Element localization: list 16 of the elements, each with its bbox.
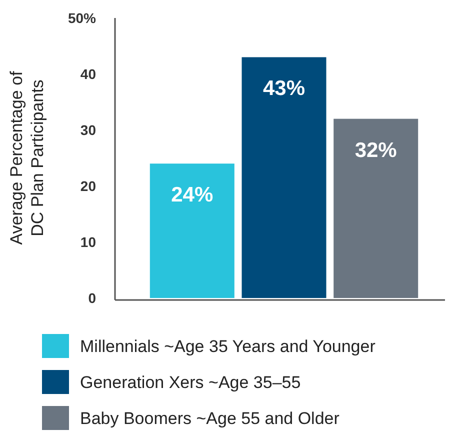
bar: [242, 57, 326, 298]
y-tick-label: 40: [80, 66, 96, 82]
y-tick-label: 20: [80, 178, 96, 194]
y-tick-label: 10: [80, 234, 96, 250]
legend-label: Millennials ~Age 35 Years and Younger: [80, 336, 376, 356]
y-tick-label: 50%: [68, 10, 97, 26]
bar: [334, 118, 418, 298]
y-tick-label: 0: [88, 290, 96, 306]
legend-label: Generation Xers ~Age 35–55: [80, 372, 301, 392]
y-axis-title: Average Percentage of DC Plan Participants: [7, 70, 47, 245]
data-label: 32%: [354, 138, 398, 162]
data-label: 24%: [171, 184, 214, 207]
data-label: 43%: [262, 77, 306, 100]
y-tick-label: 30: [80, 122, 96, 138]
bar: [150, 164, 234, 298]
legend-label: Baby Boomers ~Age 55 and Older: [80, 408, 340, 428]
